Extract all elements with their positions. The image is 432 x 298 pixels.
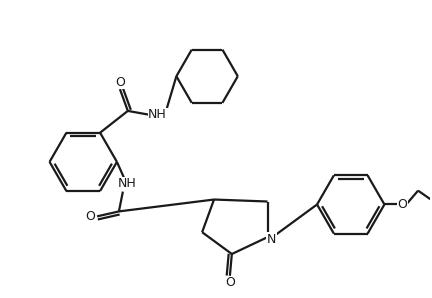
Text: N: N — [267, 233, 276, 246]
Text: NH: NH — [148, 108, 167, 121]
Text: O: O — [397, 198, 407, 211]
Text: O: O — [85, 210, 95, 223]
Text: O: O — [225, 276, 235, 289]
Text: O: O — [115, 76, 125, 89]
Text: NH: NH — [118, 177, 136, 190]
